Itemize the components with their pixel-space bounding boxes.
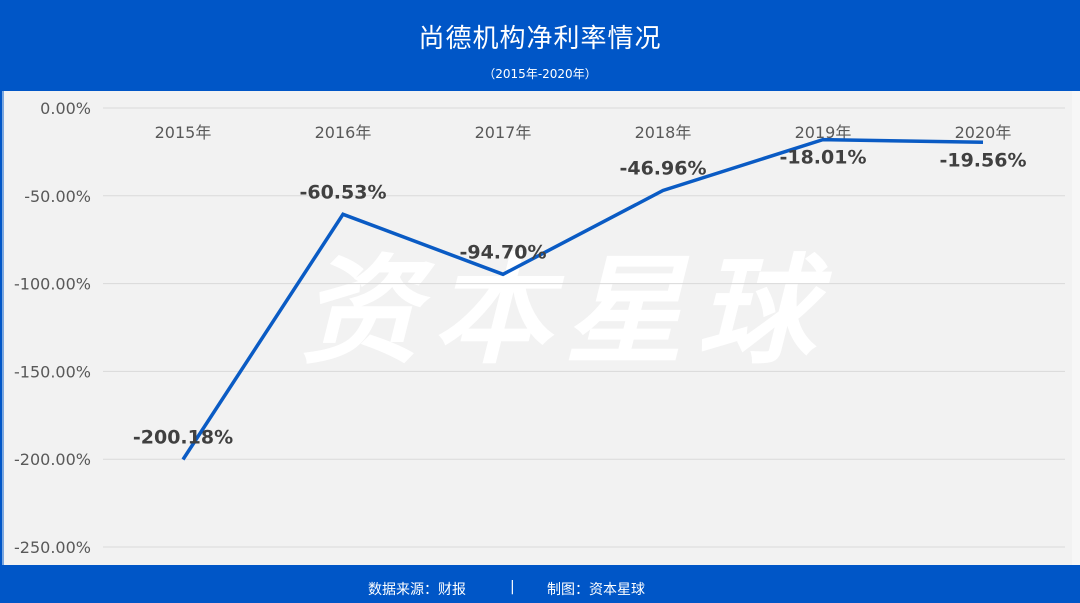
x-tick-label: 2018年: [635, 123, 692, 142]
plot-right-edge: [1072, 91, 1080, 565]
gridlines: [103, 107, 1065, 548]
watermark-text: 资本星球: [301, 242, 833, 380]
data-label: -19.56%: [939, 149, 1026, 171]
x-tick-label: 2016年: [315, 123, 372, 142]
x-tick-label: 2017年: [475, 123, 532, 142]
y-tick-label: -200.00%: [14, 450, 91, 469]
data-label: -46.96%: [619, 157, 706, 179]
x-tick-label: 2020年: [955, 123, 1012, 142]
header: 尚德机构净利率情况 （2015年-2020年）: [0, 0, 1080, 90]
data-label: -94.70%: [459, 241, 546, 263]
footer-separator: |: [510, 579, 515, 595]
data-label: -60.53%: [299, 181, 386, 203]
y-tick-label: 0.00%: [40, 99, 91, 118]
chart-title: 尚德机构净利率情况: [418, 24, 662, 54]
y-tick-label: -50.00%: [24, 187, 91, 206]
data-label: -18.01%: [779, 147, 866, 169]
series-line: [181, 137, 984, 461]
data-labels: -200.18% -60.53% -94.70% -46.96% -18.01% -19.…: [133, 147, 1027, 449]
x-tick-label: 2015年: [155, 123, 212, 142]
chart-subtitle: （2015年-2020年）: [483, 67, 597, 81]
data-line: [181, 137, 984, 461]
data-label: -200.18%: [133, 427, 233, 449]
footer-source: 数据来源：财报: [368, 582, 466, 598]
footer: 数据来源：财报 | 制图：资本星球: [0, 566, 1080, 603]
watermark: 资本星球: [301, 242, 833, 380]
y-tick-label: -100.00%: [14, 275, 91, 294]
x-tick-label: 2019年: [795, 123, 852, 142]
footer-credit: 制图：资本星球: [547, 582, 645, 598]
x-axis-ticks: 2015年 2016年 2017年 2018年 2019年 2020年: [155, 123, 1012, 142]
plot-area: [2, 91, 1072, 565]
y-axis-ticks: 0.00% -50.00% -100.00% -150.00% -200.00% -250…: [14, 99, 91, 557]
y-tick-label: -150.00%: [14, 362, 91, 381]
y-tick-label: -250.00%: [14, 538, 91, 557]
